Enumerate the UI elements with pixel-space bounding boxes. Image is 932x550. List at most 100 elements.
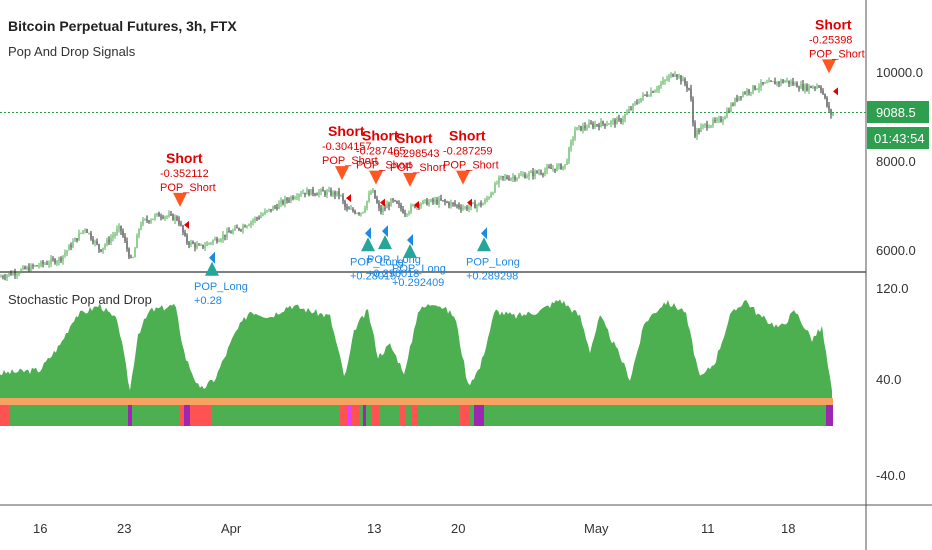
short-signal-marker[interactable] bbox=[369, 170, 383, 185]
candle-body bbox=[44, 263, 46, 265]
candle-body bbox=[740, 96, 742, 98]
candle-body bbox=[508, 178, 510, 180]
countdown-label-bg bbox=[867, 127, 929, 149]
candle-body bbox=[604, 123, 606, 126]
candle-body bbox=[116, 229, 118, 234]
candle-body bbox=[236, 227, 238, 229]
candle-body bbox=[786, 80, 788, 82]
long-signal-marker[interactable] bbox=[477, 237, 491, 252]
candle-body bbox=[732, 104, 734, 106]
candle-body bbox=[588, 123, 590, 128]
candle-body bbox=[308, 189, 310, 196]
candle-body bbox=[238, 228, 240, 230]
candle-body bbox=[54, 259, 56, 264]
candle-body bbox=[788, 80, 790, 84]
candle-body bbox=[410, 205, 412, 212]
candle-body bbox=[108, 239, 110, 243]
candle-body bbox=[716, 119, 718, 121]
candle-body bbox=[86, 229, 88, 233]
candle-body bbox=[806, 84, 808, 91]
candle-body bbox=[244, 225, 246, 228]
candle-body bbox=[386, 204, 388, 209]
candle-body bbox=[112, 235, 114, 238]
candle-body bbox=[580, 125, 582, 131]
candle-body bbox=[776, 81, 778, 85]
candle-body bbox=[190, 241, 192, 245]
short-signal-value: -0.298543 bbox=[390, 148, 440, 160]
candle-body bbox=[586, 127, 588, 129]
candle-body bbox=[350, 208, 352, 210]
candle-body bbox=[452, 202, 454, 204]
candle-body bbox=[502, 176, 504, 178]
candle-body bbox=[168, 214, 170, 217]
candle-body bbox=[408, 211, 410, 214]
candle-body bbox=[374, 190, 376, 199]
candle-body bbox=[360, 213, 362, 215]
short-signal-marker[interactable] bbox=[403, 172, 417, 187]
time-tick: 11 bbox=[701, 521, 715, 536]
candle-body bbox=[492, 192, 494, 195]
long-signal-marker[interactable] bbox=[378, 235, 392, 250]
short-arrow bbox=[833, 87, 838, 96]
short-signal-marker[interactable] bbox=[335, 166, 349, 181]
candle-body bbox=[342, 195, 344, 201]
candle-body bbox=[176, 216, 178, 220]
candle-body bbox=[48, 263, 50, 265]
candle-body bbox=[262, 214, 264, 216]
candle-body bbox=[738, 96, 740, 101]
band-segment bbox=[372, 405, 380, 426]
candle-body bbox=[666, 79, 668, 81]
short-arrow bbox=[184, 220, 189, 229]
candle-body bbox=[500, 176, 502, 178]
candle-body bbox=[330, 190, 332, 196]
short-signal-tag: POP_Short bbox=[160, 182, 216, 194]
candle-body bbox=[746, 90, 748, 94]
short-signal-marker[interactable] bbox=[456, 170, 470, 185]
candle-body bbox=[528, 173, 530, 177]
candle-body bbox=[346, 206, 348, 209]
candle-body bbox=[110, 237, 112, 243]
candle-body bbox=[76, 238, 78, 241]
candle-body bbox=[332, 191, 334, 196]
short-signal-marker[interactable] bbox=[822, 59, 836, 74]
short-signal-label: Short bbox=[362, 128, 399, 144]
candle-body bbox=[28, 266, 30, 271]
candle-body bbox=[270, 208, 272, 211]
candle-body bbox=[246, 225, 248, 228]
candle-body bbox=[136, 235, 138, 249]
short-signal-value: -0.287465 bbox=[356, 146, 406, 158]
candle-body bbox=[26, 266, 28, 269]
candle-body bbox=[210, 242, 212, 244]
price-axis[interactable]: 10000.0 8000.0 6000.0 9088.5 01:43:54 bbox=[867, 65, 929, 258]
candle-body bbox=[582, 125, 584, 131]
short-signal-marker[interactable] bbox=[173, 192, 187, 207]
osc-tick: -40.0 bbox=[876, 468, 906, 483]
candle-body bbox=[88, 232, 90, 234]
long-signal-value: +0.296018 bbox=[367, 268, 419, 280]
candle-body bbox=[6, 275, 8, 278]
candle-body bbox=[712, 120, 714, 126]
long-signal-marker[interactable] bbox=[403, 243, 417, 258]
oscillator-axis[interactable]: 120.0 40.0 -40.0 bbox=[876, 281, 909, 483]
candle-body bbox=[596, 124, 598, 126]
time-tick: 18 bbox=[781, 521, 795, 536]
candle-body bbox=[602, 121, 604, 124]
candle-body bbox=[636, 102, 638, 104]
candle-body bbox=[454, 203, 456, 206]
candle-body bbox=[336, 191, 338, 196]
candle-body bbox=[690, 88, 692, 100]
candle-body bbox=[568, 148, 570, 162]
time-axis[interactable]: 16 23 Apr 13 20 May 11 18 bbox=[33, 521, 795, 536]
candle-body bbox=[290, 196, 292, 201]
long-signal-marker[interactable] bbox=[361, 237, 375, 252]
candle-body bbox=[188, 242, 190, 245]
oscillator-panel[interactable] bbox=[0, 299, 833, 426]
price-panel[interactable]: Short-0.352112POP_ShortShort-0.304157POP… bbox=[0, 16, 866, 307]
candle-body bbox=[316, 194, 318, 196]
candle-body bbox=[150, 219, 152, 222]
long-signal-marker[interactable] bbox=[205, 261, 219, 276]
candle-body bbox=[94, 241, 96, 243]
candle-body bbox=[600, 121, 602, 128]
short-signal-value: -0.304157 bbox=[322, 141, 372, 153]
candle-body bbox=[778, 81, 780, 84]
